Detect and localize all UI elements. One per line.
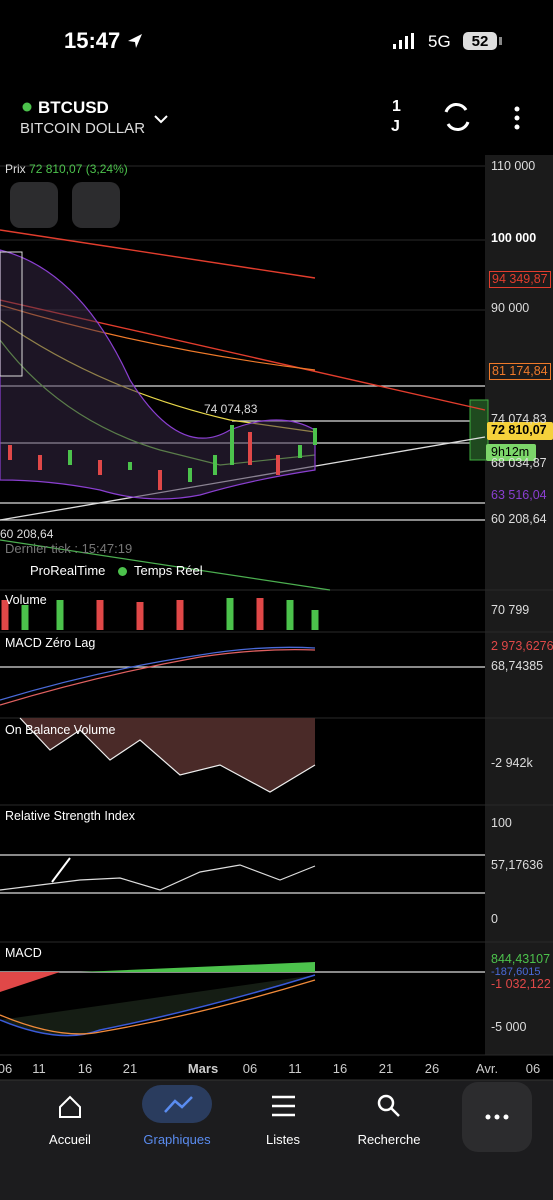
axis-label: 0 bbox=[491, 912, 498, 926]
clock: 15:47 bbox=[64, 28, 121, 53]
axis-label: -2 942k bbox=[491, 756, 533, 770]
price-label: Prix 72 810,07 (3,24%) bbox=[5, 162, 128, 176]
x-tick-label: 16 bbox=[332, 1061, 348, 1076]
panel-title: Volume bbox=[5, 593, 47, 607]
axis-label: 60 208,64 bbox=[491, 512, 547, 526]
axis-label: 57,17636 bbox=[491, 858, 544, 872]
last-tick: Dernier tick : 15:47:19 bbox=[5, 541, 133, 556]
x-tick-label: 06 bbox=[525, 1061, 541, 1076]
provider: ProRealTime bbox=[30, 563, 106, 578]
x-tick-label: 11 bbox=[288, 1061, 302, 1076]
nav-lists[interactable]: Listes bbox=[266, 1132, 300, 1147]
axis-label: 2 973,6276 bbox=[491, 639, 553, 653]
high-label: 74 074,83 bbox=[204, 402, 258, 416]
countdown: 9h12m bbox=[491, 445, 530, 459]
network: 5G bbox=[428, 32, 451, 51]
x-tick-label: 11 bbox=[32, 1061, 46, 1076]
battery: 52 bbox=[471, 33, 489, 50]
nav-home[interactable]: Accueil bbox=[49, 1132, 91, 1147]
x-tick-label: 06 bbox=[0, 1061, 13, 1076]
price-title: Prix bbox=[5, 162, 26, 176]
axis-label: -1 032,122 bbox=[491, 977, 551, 991]
nav-search[interactable]: Recherche bbox=[357, 1132, 421, 1147]
axis-label: 63 516,04 bbox=[491, 488, 547, 502]
axis-label: 72 810,07 bbox=[491, 423, 547, 437]
x-tick-label: 16 bbox=[77, 1061, 93, 1076]
x-tick-label: 21 bbox=[378, 1061, 394, 1076]
axis-label: 68 034,87 bbox=[491, 456, 547, 470]
axis-label: 110 000 bbox=[491, 159, 536, 173]
realtime: Temps Réel bbox=[118, 564, 203, 578]
x-tick-label: 26 bbox=[424, 1061, 440, 1076]
panel-title: On Balance Volume bbox=[5, 723, 116, 737]
period-number[interactable]: 1 bbox=[392, 98, 401, 115]
realtime-text: Temps Réel bbox=[134, 563, 203, 578]
symbol[interactable]: BTCUSD bbox=[38, 98, 109, 117]
period-unit[interactable]: J bbox=[391, 118, 400, 135]
x-tick-label: 21 bbox=[122, 1061, 138, 1076]
axis-label: 74 074,83 bbox=[491, 412, 547, 426]
axis-label: 844,43107 bbox=[491, 952, 551, 966]
axis-label: 100 000 bbox=[491, 231, 537, 245]
panel-title: MACD bbox=[5, 946, 42, 960]
axis-label: 100 bbox=[491, 816, 512, 830]
axis-label: 90 000 bbox=[491, 301, 530, 315]
price: 72 810,07 bbox=[29, 162, 83, 176]
axis-label: -187,6015 bbox=[491, 966, 541, 978]
low-label: 60 208,64 bbox=[0, 527, 54, 541]
panel-title: MACD Zéro Lag bbox=[5, 636, 96, 650]
axis-label: 94 349,87 bbox=[489, 271, 551, 288]
x-tick-label: Avr. bbox=[475, 1061, 499, 1076]
nav-charts[interactable]: Graphiques bbox=[143, 1132, 211, 1147]
x-tick-label: Mars bbox=[187, 1061, 219, 1076]
panel-title: Relative Strength Index bbox=[5, 809, 135, 823]
axis-label: 68,74385 bbox=[491, 659, 544, 673]
symbol-name[interactable]: BITCOIN DOLLAR bbox=[20, 120, 146, 137]
axis-label: -5 000 bbox=[491, 1020, 527, 1034]
axis-label: 81 174,84 bbox=[489, 363, 551, 380]
axis-label: 70 799 bbox=[491, 603, 530, 617]
x-tick-label: 06 bbox=[242, 1061, 258, 1076]
price-change: (3,24%) bbox=[85, 162, 128, 176]
